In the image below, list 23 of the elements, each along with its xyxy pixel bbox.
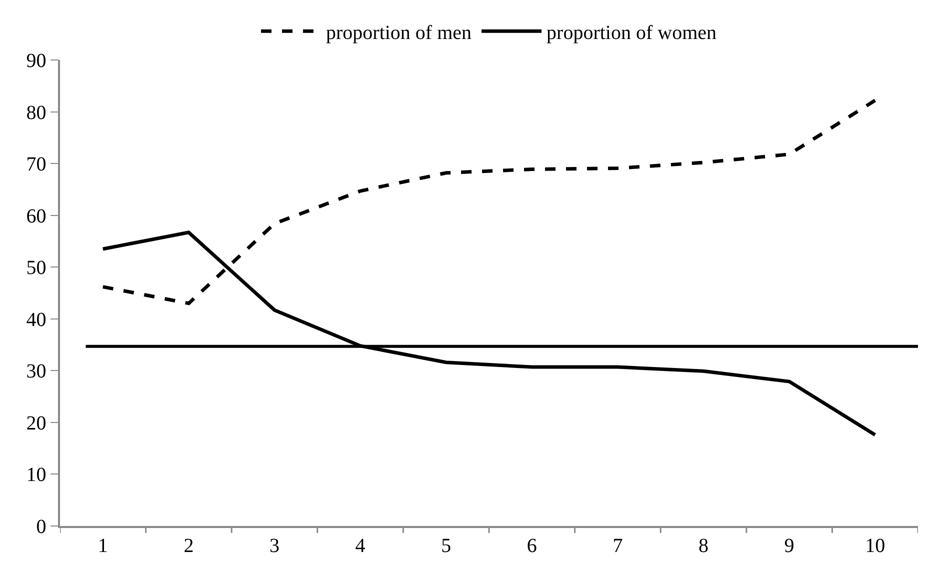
y-tick-label: 40	[26, 308, 46, 331]
legend-label: proportion of men	[326, 22, 472, 44]
y-tick-label: 60	[26, 205, 46, 228]
x-tick-label: 8	[698, 534, 708, 557]
x-tick-label: 5	[441, 534, 452, 557]
x-tick-label: 1	[98, 534, 108, 557]
y-tick-label: 0	[36, 516, 46, 538]
x-tick-label: 4	[355, 534, 366, 557]
y-tick-label: 50	[26, 257, 46, 280]
x-tick-label: 2	[184, 534, 194, 557]
x-tick-label: 9	[784, 534, 794, 557]
x-tick-label: 10	[865, 534, 886, 557]
y-tick-label: 90	[26, 50, 46, 72]
y-tick-label: 30	[26, 360, 46, 383]
y-tick-label: 10	[26, 464, 46, 486]
y-tick-label: 80	[26, 102, 46, 124]
x-tick-label: 3	[270, 534, 280, 557]
y-tick-label: 70	[26, 154, 46, 176]
x-tick-label: 6	[526, 534, 537, 557]
y-tick-label: 20	[26, 412, 46, 434]
line-series	[101, 98, 877, 306]
x-tick-label: 7	[612, 534, 623, 557]
legend-label: proportion of women	[546, 22, 717, 44]
